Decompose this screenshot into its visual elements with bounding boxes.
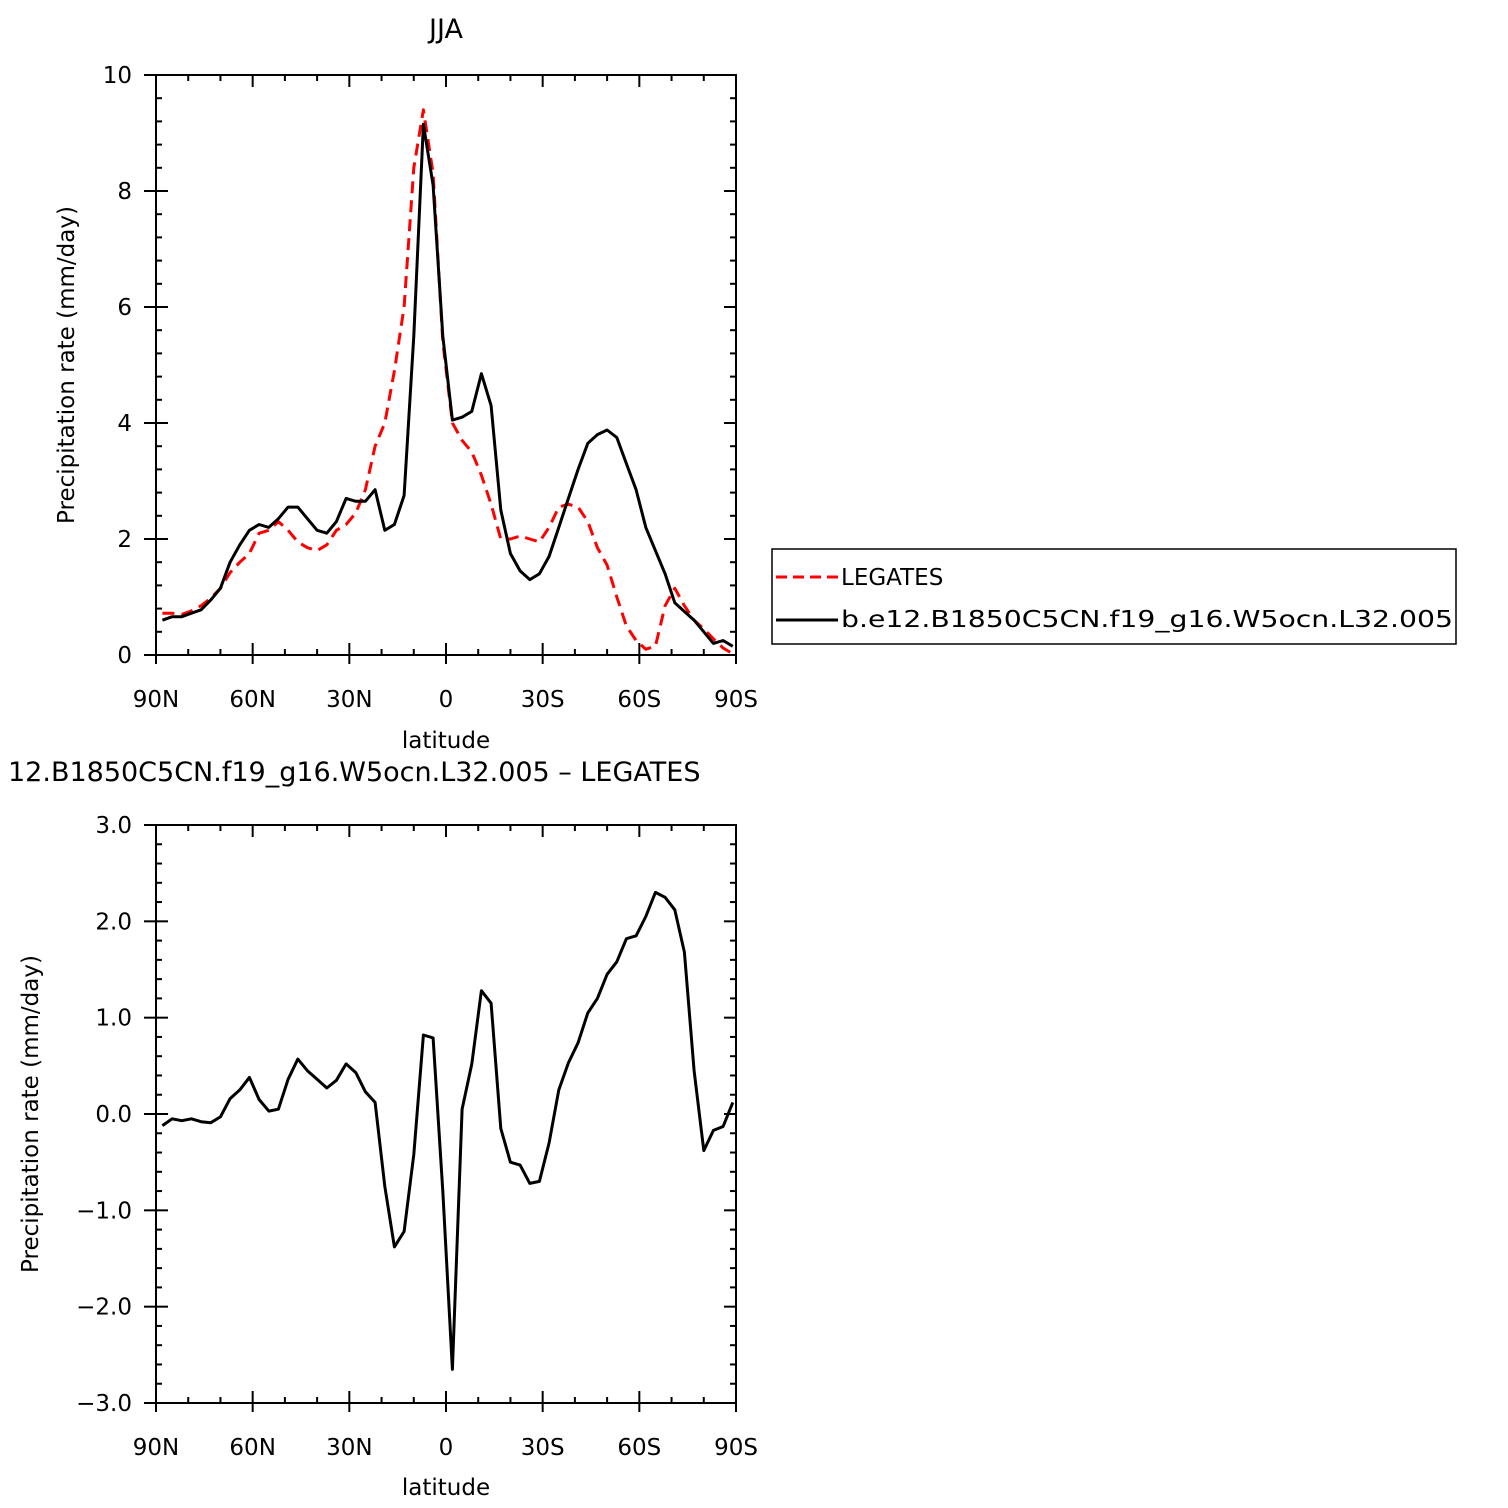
bottom-chart-lines [161, 890, 735, 1371]
bottom-xtick-label: 90S [714, 1435, 758, 1461]
top-ytick-label: 10 [103, 63, 132, 89]
top-xtick-label: 60N [229, 687, 275, 713]
top-xtick-label: 60S [617, 687, 661, 713]
top-ytick-label: 4 [117, 411, 132, 437]
bottom-ytick-label: 0.0 [95, 1102, 132, 1128]
bottom-xtick-label: 0 [439, 1435, 454, 1461]
bottom-ytick-label: 1.0 [95, 1006, 132, 1032]
bottom-ytick-label: −3.0 [76, 1391, 132, 1417]
top-chart-lines [161, 108, 734, 656]
top-chart-ylabel: Precipitation rate (mm/day) [54, 206, 80, 524]
top-chart-xlabel: latitude [402, 728, 490, 754]
top-chart-title: JJA [427, 14, 463, 45]
bottom-ytick-label: 2.0 [95, 909, 132, 935]
top-xtick-label: 90N [133, 687, 179, 713]
top-xtick-label: 30S [521, 687, 565, 713]
legend-label-model: b.e12.B1850C5CN.f19_g16.W5ocn.L32.005 [841, 607, 1453, 633]
bottom-ytick-label: 3.0 [95, 813, 132, 839]
legend: LEGATES b.e12.B1850C5CN.f19_g16.W5ocn.L3… [771, 548, 1457, 645]
bottom-chart-xlabel: latitude [402, 1475, 490, 1501]
top-xtick-label: 30N [326, 687, 372, 713]
bottom-chart-ticks: 90N 60N 30N 0 30S 60S 90S −3.0 −2.0 −1.0 0.0 1.0 2.0… [76, 813, 758, 1461]
top-ytick-label: 8 [117, 179, 132, 205]
top-ytick-label: 2 [117, 527, 132, 553]
legend-label-legates: LEGATES [841, 565, 943, 591]
top-ytick-label: 0 [117, 643, 132, 669]
bottom-ytick-label: −2.0 [76, 1295, 132, 1321]
bottom-xtick-label: 30S [521, 1435, 565, 1461]
top-ytick-label: 6 [117, 295, 132, 321]
bottom-xtick-label: 60N [229, 1435, 275, 1461]
bottom-xtick-label: 30N [326, 1435, 372, 1461]
bottom-series-line-0 [161, 890, 735, 1371]
bottom-ytick-label: −1.0 [76, 1198, 132, 1224]
bottom-xtick-label: 60S [617, 1435, 661, 1461]
legend-box [771, 548, 1457, 645]
top-series-line-1 [161, 122, 734, 648]
top-xtick-label: 90S [714, 687, 758, 713]
bottom-chart-panel: 12.B1850C5CN.f19_g16.W5ocn.L32.005 – LEG… [8, 757, 758, 1501]
top-chart-ticks: 90N 60N 30N 0 30S 60S 90S 0 2 4 6 8 10 [103, 63, 758, 713]
bottom-chart-frame [155, 824, 737, 1404]
top-xtick-label: 0 [439, 687, 454, 713]
bottom-xtick-label: 90N [133, 1435, 179, 1461]
bottom-chart-title: 12.B1850C5CN.f19_g16.W5ocn.L32.005 – LEG… [8, 757, 700, 788]
bottom-chart-ylabel: Precipitation rate (mm/day) [18, 955, 44, 1273]
top-chart-frame [155, 74, 737, 656]
